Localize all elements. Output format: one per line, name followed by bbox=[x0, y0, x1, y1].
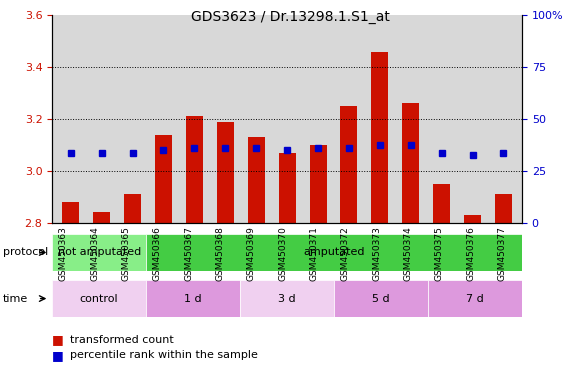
Text: transformed count: transformed count bbox=[70, 335, 173, 345]
Bar bbox=[62, 202, 79, 223]
FancyBboxPatch shape bbox=[52, 234, 146, 271]
Text: GSM450369: GSM450369 bbox=[246, 227, 256, 281]
Bar bbox=[124, 194, 141, 223]
Bar bbox=[371, 52, 389, 223]
Text: GSM450364: GSM450364 bbox=[90, 227, 99, 281]
Text: time: time bbox=[3, 293, 28, 304]
Bar bbox=[340, 106, 357, 223]
Text: not amputated: not amputated bbox=[57, 247, 141, 258]
Text: GSM450374: GSM450374 bbox=[403, 227, 412, 281]
Text: GSM450371: GSM450371 bbox=[309, 227, 318, 281]
Text: GSM450372: GSM450372 bbox=[340, 227, 350, 281]
Text: 7 d: 7 d bbox=[466, 293, 484, 304]
Bar bbox=[495, 194, 512, 223]
FancyBboxPatch shape bbox=[428, 280, 522, 317]
Text: GSM450366: GSM450366 bbox=[153, 227, 162, 281]
Text: protocol: protocol bbox=[3, 247, 48, 258]
Text: GSM450375: GSM450375 bbox=[434, 227, 444, 281]
FancyBboxPatch shape bbox=[240, 280, 334, 317]
Text: ■: ■ bbox=[52, 349, 64, 362]
Text: amputated: amputated bbox=[303, 247, 365, 258]
Text: GSM450377: GSM450377 bbox=[497, 227, 506, 281]
Text: GDS3623 / Dr.13298.1.S1_at: GDS3623 / Dr.13298.1.S1_at bbox=[191, 10, 389, 23]
Bar bbox=[433, 184, 450, 223]
Text: GSM450368: GSM450368 bbox=[215, 227, 224, 281]
Bar bbox=[155, 135, 172, 223]
Text: GSM450367: GSM450367 bbox=[184, 227, 193, 281]
Text: percentile rank within the sample: percentile rank within the sample bbox=[70, 350, 258, 360]
Text: GSM450376: GSM450376 bbox=[466, 227, 475, 281]
Bar bbox=[464, 215, 481, 223]
Text: 3 d: 3 d bbox=[278, 293, 296, 304]
Text: GSM450365: GSM450365 bbox=[121, 227, 130, 281]
Bar bbox=[248, 137, 264, 223]
Bar bbox=[93, 212, 110, 223]
Text: control: control bbox=[80, 293, 118, 304]
Bar bbox=[186, 116, 203, 223]
Text: 1 d: 1 d bbox=[184, 293, 202, 304]
Text: 5 d: 5 d bbox=[372, 293, 390, 304]
Bar bbox=[403, 104, 419, 223]
FancyBboxPatch shape bbox=[334, 280, 428, 317]
FancyBboxPatch shape bbox=[52, 280, 146, 317]
Bar bbox=[217, 122, 234, 223]
Bar bbox=[278, 153, 296, 223]
Text: GSM450373: GSM450373 bbox=[372, 227, 381, 281]
Text: GSM450363: GSM450363 bbox=[59, 227, 68, 281]
FancyBboxPatch shape bbox=[146, 234, 522, 271]
FancyBboxPatch shape bbox=[146, 280, 240, 317]
Text: ■: ■ bbox=[52, 333, 64, 346]
Text: GSM450370: GSM450370 bbox=[278, 227, 287, 281]
Bar bbox=[310, 145, 327, 223]
